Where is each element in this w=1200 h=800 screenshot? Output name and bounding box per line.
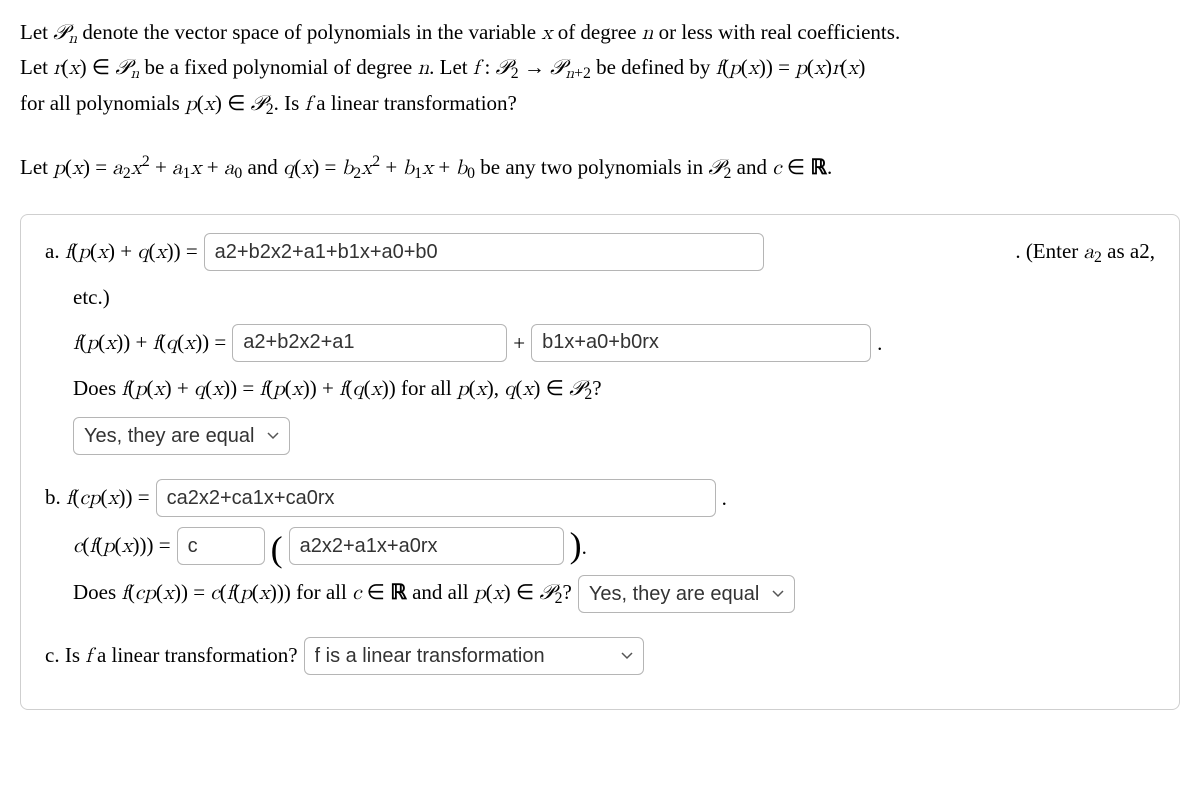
part-a-lhs2: f(p(x)) + f(q(x)) =	[73, 326, 226, 361]
part-c-label: c. Is f a linear transformation?	[45, 639, 298, 674]
part-b-question: Does f(cp(x)) = c(f(p(x))) for all c ∈ ℝ…	[73, 576, 572, 611]
input-b-c[interactable]	[177, 527, 265, 565]
input-b1[interactable]	[156, 479, 716, 517]
select-a[interactable]: Yes, they are equal	[73, 417, 290, 455]
part-b-lhs2: c(f(p(x))) =	[73, 529, 171, 564]
input-b2[interactable]	[289, 527, 564, 565]
part-a-label: a. f(p(x) + q(x)) =	[45, 235, 198, 270]
etc-text: etc.)	[73, 281, 110, 314]
select-c[interactable]: f is a linear transformation	[304, 637, 644, 675]
part-a: a. f(p(x) + q(x)) = . (Enter a2 as a2, e…	[45, 233, 1155, 455]
part-a-question: Does f(p(x) + q(x)) = f(p(x)) + f(q(x)) …	[73, 372, 602, 407]
part-b-label: b. f(cp(x)) =	[45, 481, 150, 516]
select-b[interactable]: Yes, they are equal	[578, 575, 795, 613]
intro-text: Let 𝒫n denote the vector space of polyno…	[20, 16, 1180, 122]
period: .	[877, 327, 882, 360]
input-a1[interactable]	[204, 233, 764, 271]
period-b1: .	[722, 482, 727, 515]
setup-text: Let p(x) = a2x2 + a1x + a0 and q(x) = b2…	[20, 150, 1180, 186]
open-paren: (	[271, 535, 283, 564]
plus-sign: +	[513, 327, 525, 360]
input-a2[interactable]	[232, 324, 507, 362]
problem-page: Let 𝒫n denote the vector space of polyno…	[0, 0, 1200, 800]
part-c: c. Is f a linear transformation? f is a …	[45, 637, 1155, 675]
answer-box: a. f(p(x) + q(x)) = . (Enter a2 as a2, e…	[20, 214, 1180, 710]
close-paren: ).	[570, 528, 587, 564]
part-b: b. f(cp(x)) = . c(f(p(x))) = ( ). Does f…	[45, 479, 1155, 613]
hint-text: . (Enter a2 as a2,	[1015, 235, 1155, 270]
input-a3[interactable]	[531, 324, 871, 362]
